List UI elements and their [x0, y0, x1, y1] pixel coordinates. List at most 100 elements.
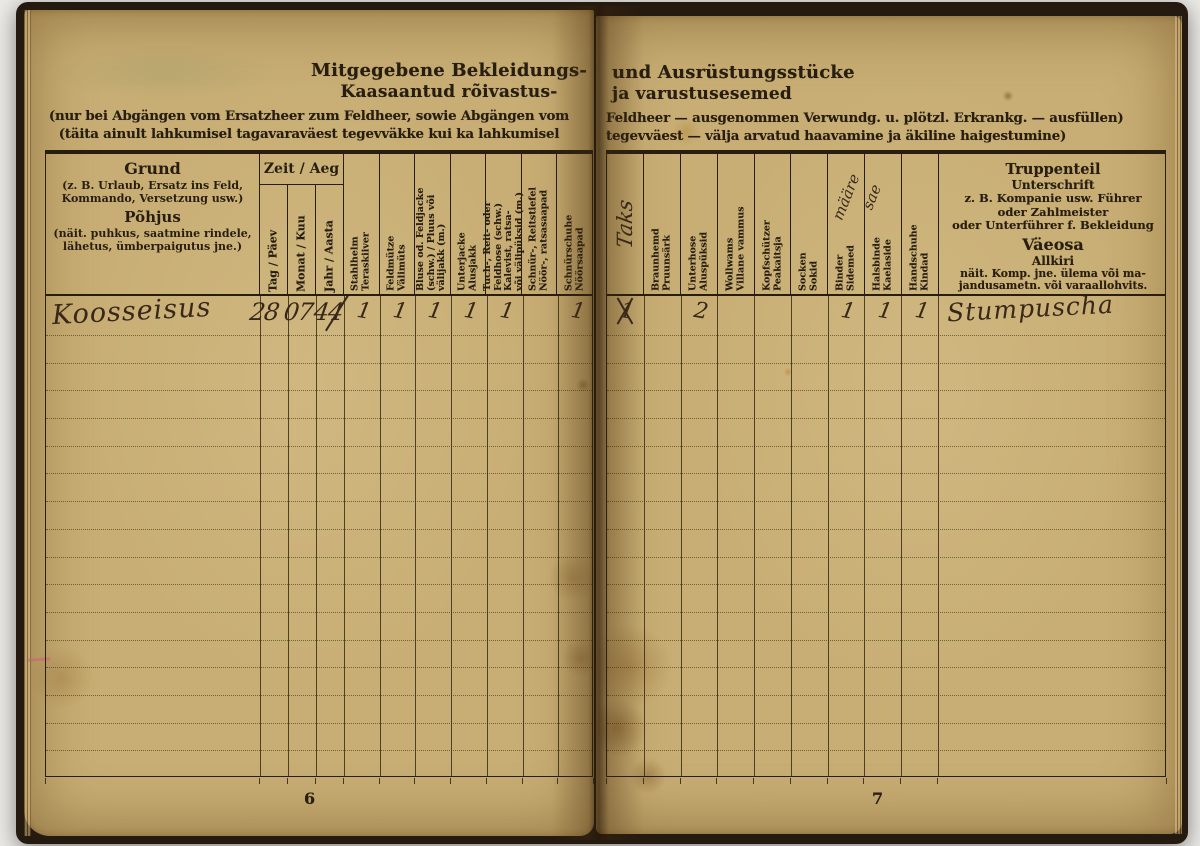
item-column-label-line: Alusjakk	[467, 245, 479, 291]
table-row	[607, 641, 1165, 669]
table-row	[46, 724, 592, 752]
item-column-header: Halsbinde Kaelaside sae	[859, 154, 903, 294]
column-rule	[864, 296, 866, 776]
title-estonian: Kaasaantud rõivastus-	[340, 82, 558, 102]
table-row	[46, 530, 592, 558]
item-column-header: Tuch-, Reit- oder Feldhose (schw.) Kalevis…	[481, 154, 524, 294]
item-column-header: Unterjacke Alusjakk	[451, 154, 487, 294]
table-row	[607, 751, 1165, 776]
column-tick	[937, 778, 938, 784]
date-column-header: Tag / Päev	[260, 185, 288, 294]
column-tick	[716, 778, 718, 784]
date-column-header: Monat / Kuu	[288, 185, 316, 294]
item-column-label: Handschuhe Kindad	[908, 157, 931, 291]
item-column-label-line: Pruunsärk	[660, 235, 672, 291]
item-column-label: Socken Sokid	[798, 157, 820, 291]
item-column-label-line: Unterhose	[687, 235, 699, 291]
column-rule	[558, 296, 560, 776]
column-tick	[863, 778, 865, 784]
item-column-label-line: Wollwams	[724, 237, 736, 291]
item-column-header: Wollwams Villane vammus	[718, 154, 755, 294]
table-row	[46, 641, 592, 669]
table-row	[607, 724, 1165, 752]
note-estonian: (täita ainult lahkumisel tagavaraväest t…	[58, 125, 560, 142]
entry-day: 28	[248, 298, 281, 326]
truppenteil-line: Väeosa	[1022, 234, 1084, 254]
truppenteil-line: näit. Komp. jne. ülema või ma-	[960, 266, 1146, 280]
truppenteil-line: Unterschrift	[1011, 178, 1095, 192]
page-right-notes: Feldheer — ausgenommen Verwundg. u. plöt…	[606, 110, 1158, 145]
item-column-header: Stahlhelm Teraskiiver	[344, 154, 380, 294]
table-row	[607, 558, 1165, 586]
item-column-label: Kopfschützer Peakaitsja	[760, 157, 783, 291]
table-row	[46, 585, 592, 613]
handwritten-note: määre	[829, 171, 864, 223]
item-column-header: Binder Sidemed määre	[828, 154, 866, 294]
table-row	[46, 668, 592, 696]
column-tick	[606, 778, 607, 784]
item-column-label: Schnür-, Reitstiefel Nöör-, ratsasaapad	[528, 157, 550, 291]
note-german: Feldheer — ausgenommen Verwundg. u. plöt…	[606, 110, 1124, 126]
column-tick	[642, 778, 644, 784]
item-column-label-line: Nöörsaapad	[573, 227, 585, 291]
column-rule	[288, 296, 289, 776]
grund-title-et: Põhjus	[124, 208, 181, 226]
item-column-label-line: Tuch-, Reit- oder	[481, 201, 493, 291]
table-row	[607, 447, 1165, 475]
column-rule	[451, 296, 453, 776]
item-column-label: Bluse od. Feldjacke (schw.) / Pluus või vä…	[416, 157, 449, 291]
entry-year: 44	[312, 298, 345, 326]
column-tick	[287, 778, 288, 784]
item-column-label-line: Kindad	[919, 252, 931, 291]
column-rule	[643, 296, 645, 776]
item-column-label-line: Kaelaside	[882, 239, 894, 291]
left-table-body: Koosseisus 28 07 44 1 1 1 1 1 1	[46, 296, 592, 776]
truppenteil-line: jandusametn. või varaallohvits.	[958, 279, 1148, 293]
column-tick	[521, 778, 523, 784]
item-column-label-line: Kopfschützer	[760, 220, 772, 291]
column-tick	[343, 778, 344, 784]
item-column-label-line: Välimüts	[395, 244, 407, 291]
left-item-columns: Stahlhelm Teraskiiver Feldmütze Välimüts Blu…	[344, 154, 592, 294]
item-column-header: Unterhose Aluspüksid	[681, 154, 718, 294]
item-column-label-line: Feldmütze	[385, 235, 397, 291]
item-column-label-line: Nöör-, ratsasaapad	[538, 189, 550, 291]
item-column-header: Schnürschuhe Nöörsaapad	[557, 154, 592, 294]
item-column-label-line: välijakk (m.)	[436, 223, 448, 291]
column-rule	[938, 296, 939, 776]
entry-row	[46, 296, 592, 336]
table-row	[607, 530, 1165, 558]
table-row	[46, 558, 592, 586]
item-column-label: Feldmütze Välimüts	[385, 157, 407, 291]
column-tick	[485, 778, 487, 784]
right-item-columns: Taks Braunhemd Pruunsärk Unterhose Aluspüksi…	[607, 154, 938, 294]
crossed-out-mark	[617, 298, 633, 324]
column-rule	[379, 296, 381, 776]
date-column-label: Tag / Päev	[266, 229, 280, 292]
column-rule	[680, 296, 682, 776]
item-column-header: Taks	[607, 154, 644, 294]
page-right: und Ausrüstungsstücke ja varustusesemed …	[596, 16, 1182, 834]
item-column-label: Halsbinde Kaelaside	[872, 157, 894, 291]
zeit-title: Zeit / Aeg	[260, 154, 343, 185]
item-column-label: Wollwams Villane vammus	[724, 157, 746, 291]
item-column-label-line: Schnürschuhe	[563, 214, 575, 291]
column-tick	[900, 778, 902, 784]
grund-title-de: Grund	[124, 159, 181, 178]
item-column-label-line: Braunhemd	[650, 228, 662, 291]
column-tick	[45, 778, 46, 784]
item-column-header: Schnür-, Reitstiefel Nöör-, ratsasaapad	[522, 154, 558, 294]
table-row	[607, 668, 1165, 696]
table-row	[46, 502, 592, 530]
item-column-header: Handschuhe Kindad	[902, 154, 938, 294]
column-tick	[259, 778, 260, 784]
table-row	[607, 419, 1165, 447]
item-column-label-line: Feldhose (schw.)	[492, 202, 503, 291]
table-row	[607, 613, 1165, 641]
column-rule	[486, 296, 488, 776]
date-column-header: Jahr / Aasta	[316, 185, 343, 294]
item-column-label-line: Aluspüksid	[697, 232, 709, 291]
truppenteil-line: Allkiri	[1031, 253, 1075, 268]
column-tick	[593, 778, 594, 784]
